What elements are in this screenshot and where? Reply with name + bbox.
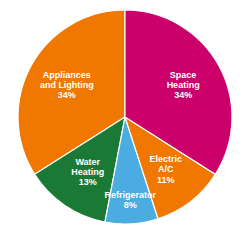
pie xyxy=(18,10,232,224)
slice-value-label: 8% xyxy=(124,200,137,210)
slice-category-label: Appliancesand Lighting xyxy=(40,70,94,90)
slice-category-label: ElectricA/C xyxy=(149,154,182,174)
slice-labels: Appliancesand Lighting34%WaterHeating13%… xyxy=(40,70,200,211)
slice-value-label: 11% xyxy=(157,175,175,185)
slice-value-label: 13% xyxy=(79,177,97,187)
slice-label: Appliancesand Lighting34% xyxy=(40,70,94,101)
slice-label: WaterHeating13% xyxy=(71,157,104,188)
pie-slice xyxy=(125,10,232,174)
slice-category-label: Refrigerator xyxy=(104,190,156,200)
slice-value-label: 34% xyxy=(174,90,192,100)
slice-value-label: 34% xyxy=(58,90,76,100)
chart-container: Appliancesand Lighting34%WaterHeating13%… xyxy=(0,0,250,234)
slice-label: SpaceHeating34% xyxy=(167,70,200,101)
chart-svg: Appliancesand Lighting34%WaterHeating13%… xyxy=(0,0,250,234)
slice-category-label: WaterHeating xyxy=(71,157,104,177)
slice-label: ElectricA/C11% xyxy=(149,154,182,185)
slice-category-label: SpaceHeating xyxy=(167,70,200,90)
slice-label: Refrigerator8% xyxy=(104,190,156,210)
